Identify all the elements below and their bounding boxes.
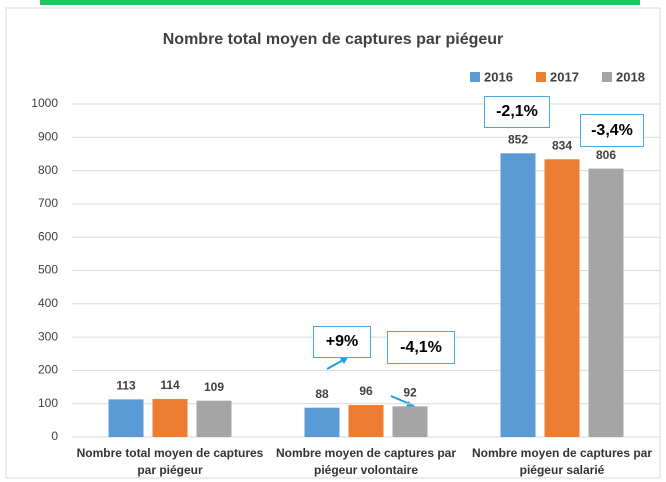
bar [392,406,428,437]
bar [348,405,384,437]
x-tick-label: Nombre moyen de captures par piégeur vol… [275,446,457,477]
bar [500,153,536,437]
chart-title: Nombre total moyen de captures par piége… [163,31,504,48]
chart-frame [5,7,661,479]
annotation: -2,1% [484,96,550,128]
annotation: -4,1% [387,331,455,364]
x-tick-label: Nombre total moyen de captures par piége… [76,446,264,477]
y-tick-label: 500 [38,263,58,277]
bar [544,159,580,437]
legend-swatch [470,72,480,82]
y-tick-label: 900 [38,129,58,143]
legend-swatch [602,72,612,82]
arrow-head [406,401,416,408]
bar [304,407,340,437]
value-label: 88 [315,387,329,401]
value-label: 92 [403,386,417,400]
bar [152,399,188,437]
legend-label: 2018 [616,69,645,84]
y-tick-label: 200 [38,363,58,377]
y-tick-label: 100 [38,396,58,410]
bar [108,399,144,437]
value-label: 113 [116,379,136,393]
value-label: 96 [359,384,373,398]
legend-swatch [536,72,546,82]
bar [588,168,624,438]
arrow-head [340,357,348,364]
top-banner [40,0,640,5]
bar [196,400,232,437]
y-tick-label: 600 [38,229,58,243]
y-tick-label: 1000 [31,96,58,110]
y-tick-label: 800 [38,163,58,177]
value-label: 806 [596,148,616,162]
value-label: 114 [160,378,180,392]
y-tick-label: 700 [38,196,58,210]
y-tick-label: 400 [38,296,58,310]
legend-label: 2017 [550,69,579,84]
legend-label: 2016 [484,69,513,84]
value-label: 834 [552,138,572,152]
y-tick-label: 300 [38,329,58,343]
y-tick-label: 0 [51,429,58,443]
value-label: 852 [508,132,528,146]
annotation: -3,4% [580,114,644,147]
x-tick-label: Nombre moyen de captures par piégeur sal… [471,446,653,477]
annotation: +9% [313,326,371,358]
value-label: 109 [204,380,224,394]
